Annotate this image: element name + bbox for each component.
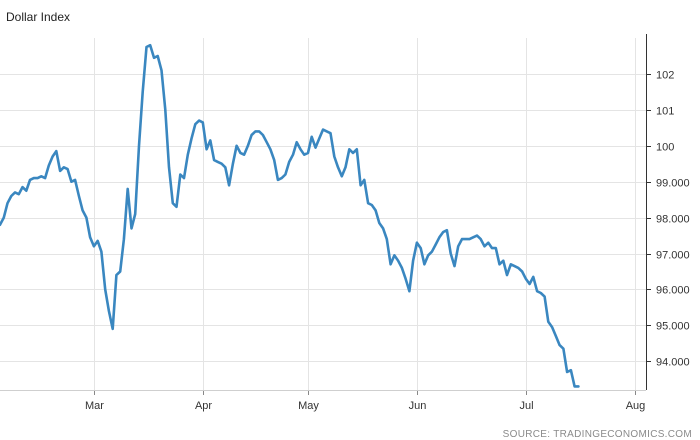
y-tick-label: 94.000 (656, 357, 690, 369)
y-tick-labels: 94.000 95.000 96.000 97.000 98.000 99.000 100 1… (656, 70, 690, 369)
y-tick-label: 97.000 (656, 250, 690, 262)
x-tick-labels: Mar Apr May Jun Jul Aug (85, 400, 645, 412)
y-tick-label: 96.000 (656, 285, 690, 297)
y-tick-label: 100 (656, 142, 674, 154)
y-tick-label: 101 (656, 106, 674, 118)
x-tick-label: Jun (409, 400, 427, 412)
x-tick-label: Mar (85, 400, 104, 412)
y-axis (0, 34, 651, 395)
x-tick-label: May (298, 400, 319, 412)
x-tick-label: Jul (519, 400, 533, 412)
x-tick-label: Aug (626, 400, 646, 412)
y-tick-label: 102 (656, 70, 674, 82)
y-tick-label: 99.000 (656, 178, 690, 190)
y-tick-label: 95.000 (656, 321, 690, 333)
x-tick-label: Apr (195, 400, 212, 412)
series-layer (0, 43, 580, 388)
y-tick-label: 98.000 (656, 214, 690, 226)
source-note: SOURCE: TRADINGECONOMICS.COM (502, 429, 692, 440)
series-line (0, 43, 580, 388)
grid-lines (0, 38, 646, 390)
chart-title: Dollar Index (6, 10, 71, 24)
